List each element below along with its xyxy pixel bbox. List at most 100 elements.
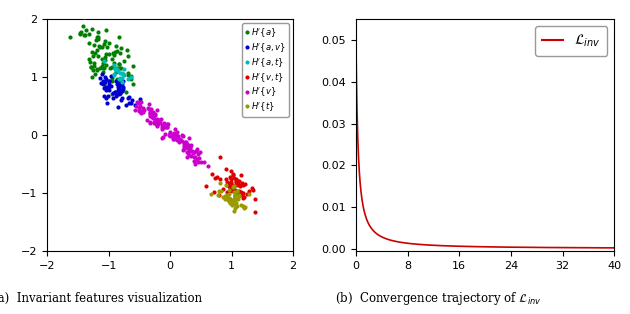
$H^{\prime}\{t\}$: [229, 208, 239, 214]
$H^{\prime}\{a\}$: [86, 65, 96, 70]
$H^{\prime}\{a\}$: [115, 51, 125, 56]
$H^{\prime}\{t\}$: [227, 198, 238, 203]
$H^{\prime}\{v\}$: [145, 111, 155, 116]
$H^{\prime}\{a,v\}$: [111, 78, 121, 84]
$H^{\prime}\{a,t\}$: [113, 69, 123, 74]
$H^{\prime}\{v\}$: [146, 114, 156, 119]
$H^{\prime}\{v\}$: [182, 142, 192, 147]
$H^{\prime}\{a\}$: [92, 35, 102, 40]
$H^{\prime}\{v\}$: [159, 121, 169, 126]
$H^{\prime}\{a,v\}$: [103, 94, 113, 99]
$H^{\prime}\{a\}$: [111, 44, 121, 49]
$H^{\prime}\{t\}$: [220, 193, 231, 198]
$H^{\prime}\{a,v\}$: [98, 86, 108, 91]
$H^{\prime}\{t\}$: [206, 191, 216, 196]
$H^{\prime}\{a,v\}$: [110, 90, 120, 95]
$H^{\prime}\{a\}$: [100, 55, 110, 60]
$H^{\prime}\{a\}$: [122, 48, 132, 53]
$H^{\prime}\{v,t\}$: [228, 187, 238, 192]
$H^{\prime}\{a,v\}$: [135, 96, 145, 101]
$H^{\prime}\{v\}$: [169, 133, 179, 138]
$H^{\prime}\{t\}$: [216, 189, 226, 194]
$H^{\prime}\{a,v\}$: [104, 81, 114, 86]
$H^{\prime}\{a\}$: [94, 44, 104, 49]
$H^{\prime}\{a,v\}$: [100, 79, 110, 84]
$H^{\prime}\{a,v\}$: [106, 74, 116, 79]
$H^{\prime}\{a\}$: [65, 35, 75, 40]
Legend: $H^{\prime}\{a\}$, $H^{\prime}\{a,v\}$, $H^{\prime}\{a,t\}$, $H^{\prime}\{v,t\}$: $H^{\prime}\{a\}$, $H^{\prime}\{a,v\}$, …: [243, 23, 289, 116]
$H^{\prime}\{v\}$: [163, 122, 173, 127]
$H^{\prime}\{v,t\}$: [234, 188, 244, 193]
$H^{\prime}\{a\}$: [84, 41, 94, 46]
$H^{\prime}\{v,t\}$: [229, 175, 239, 180]
$H^{\prime}\{a,v\}$: [114, 85, 124, 90]
$H^{\prime}\{a\}$: [87, 27, 97, 32]
$H^{\prime}\{v,t\}$: [225, 188, 235, 193]
$H^{\prime}\{a\}$: [84, 59, 94, 64]
$H^{\prime}\{v,t\}$: [228, 173, 238, 178]
$H^{\prime}\{v\}$: [186, 142, 197, 147]
$H^{\prime}\{v,t\}$: [201, 184, 211, 189]
$H^{\prime}\{a\}$: [103, 45, 113, 50]
$H^{\prime}\{v\}$: [152, 108, 162, 113]
$H^{\prime}\{a,v\}$: [103, 79, 113, 84]
$H^{\prime}\{a\}$: [99, 82, 109, 87]
$H^{\prime}\{v\}$: [169, 130, 179, 135]
$H^{\prime}\{v\}$: [164, 130, 175, 135]
$H^{\prime}\{t\}$: [224, 192, 234, 197]
$H^{\prime}\{a,t\}$: [117, 70, 127, 75]
$H^{\prime}\{a\}$: [91, 38, 101, 43]
$H^{\prime}\{a\}$: [110, 50, 120, 55]
$H^{\prime}\{t\}$: [218, 194, 228, 199]
$H^{\prime}\{v,t\}$: [238, 195, 248, 200]
$H^{\prime}\{v,t\}$: [232, 190, 242, 195]
$H^{\prime}\{t\}$: [234, 194, 244, 199]
$H^{\prime}\{a,v\}$: [115, 83, 125, 88]
$H^{\prime}\{v,t\}$: [225, 182, 235, 187]
$H^{\prime}\{a\}$: [93, 53, 103, 58]
$H^{\prime}\{v,t\}$: [231, 179, 241, 184]
$H^{\prime}\{a,v\}$: [100, 75, 110, 80]
$H^{\prime}\{v\}$: [192, 147, 202, 152]
$H^{\prime}\{a\}$: [127, 73, 137, 78]
$H^{\prime}\{a,v\}$: [104, 79, 114, 84]
$H^{\prime}\{v,t\}$: [238, 182, 248, 187]
$H^{\prime}\{v,t\}$: [229, 183, 239, 188]
$H^{\prime}\{t\}$: [238, 203, 248, 208]
$H^{\prime}\{v,t\}$: [236, 172, 246, 177]
$H^{\prime}\{a,t\}$: [115, 76, 125, 81]
$H^{\prime}\{v,t\}$: [233, 178, 243, 183]
$H^{\prime}\{t\}$: [231, 204, 241, 209]
$H^{\prime}\{v,t\}$: [232, 180, 243, 185]
$H^{\prime}\{v\}$: [185, 145, 195, 150]
$H^{\prime}\{v\}$: [177, 139, 187, 144]
$H^{\prime}\{v,t\}$: [239, 194, 249, 199]
$H^{\prime}\{a\}$: [118, 72, 128, 77]
$H^{\prime}\{v\}$: [153, 117, 163, 122]
$H^{\prime}\{v\}$: [189, 158, 199, 163]
$H^{\prime}\{v\}$: [150, 113, 160, 118]
$H^{\prime}\{a,v\}$: [127, 97, 137, 102]
$H^{\prime}\{v\}$: [183, 142, 193, 147]
$H^{\prime}\{v\}$: [163, 132, 173, 137]
$H^{\prime}\{v,t\}$: [237, 192, 247, 197]
$H^{\prime}\{a\}$: [89, 50, 100, 55]
$H^{\prime}\{v,t\}$: [236, 189, 246, 194]
$H^{\prime}\{a\}$: [100, 58, 110, 63]
$H^{\prime}\{v\}$: [187, 148, 197, 153]
$H^{\prime}\{v\}$: [155, 119, 165, 124]
$H^{\prime}\{v\}$: [178, 148, 188, 153]
$H^{\prime}\{v,t\}$: [234, 178, 244, 183]
$H^{\prime}\{a\}$: [112, 76, 122, 81]
$H^{\prime}\{a\}$: [87, 50, 97, 55]
$H^{\prime}\{a\}$: [112, 48, 122, 53]
$H^{\prime}\{a,v\}$: [112, 82, 122, 87]
Text: (a)  Invariant features visualization: (a) Invariant features visualization: [0, 292, 202, 305]
$H^{\prime}\{a,t\}$: [117, 75, 127, 80]
$H^{\prime}\{v\}$: [144, 102, 154, 107]
$H^{\prime}\{v\}$: [183, 150, 193, 155]
$H^{\prime}\{a\}$: [98, 65, 108, 70]
$H^{\prime}\{a\}$: [116, 66, 126, 71]
$H^{\prime}\{v\}$: [168, 134, 178, 139]
$H^{\prime}\{a,v\}$: [123, 96, 133, 101]
